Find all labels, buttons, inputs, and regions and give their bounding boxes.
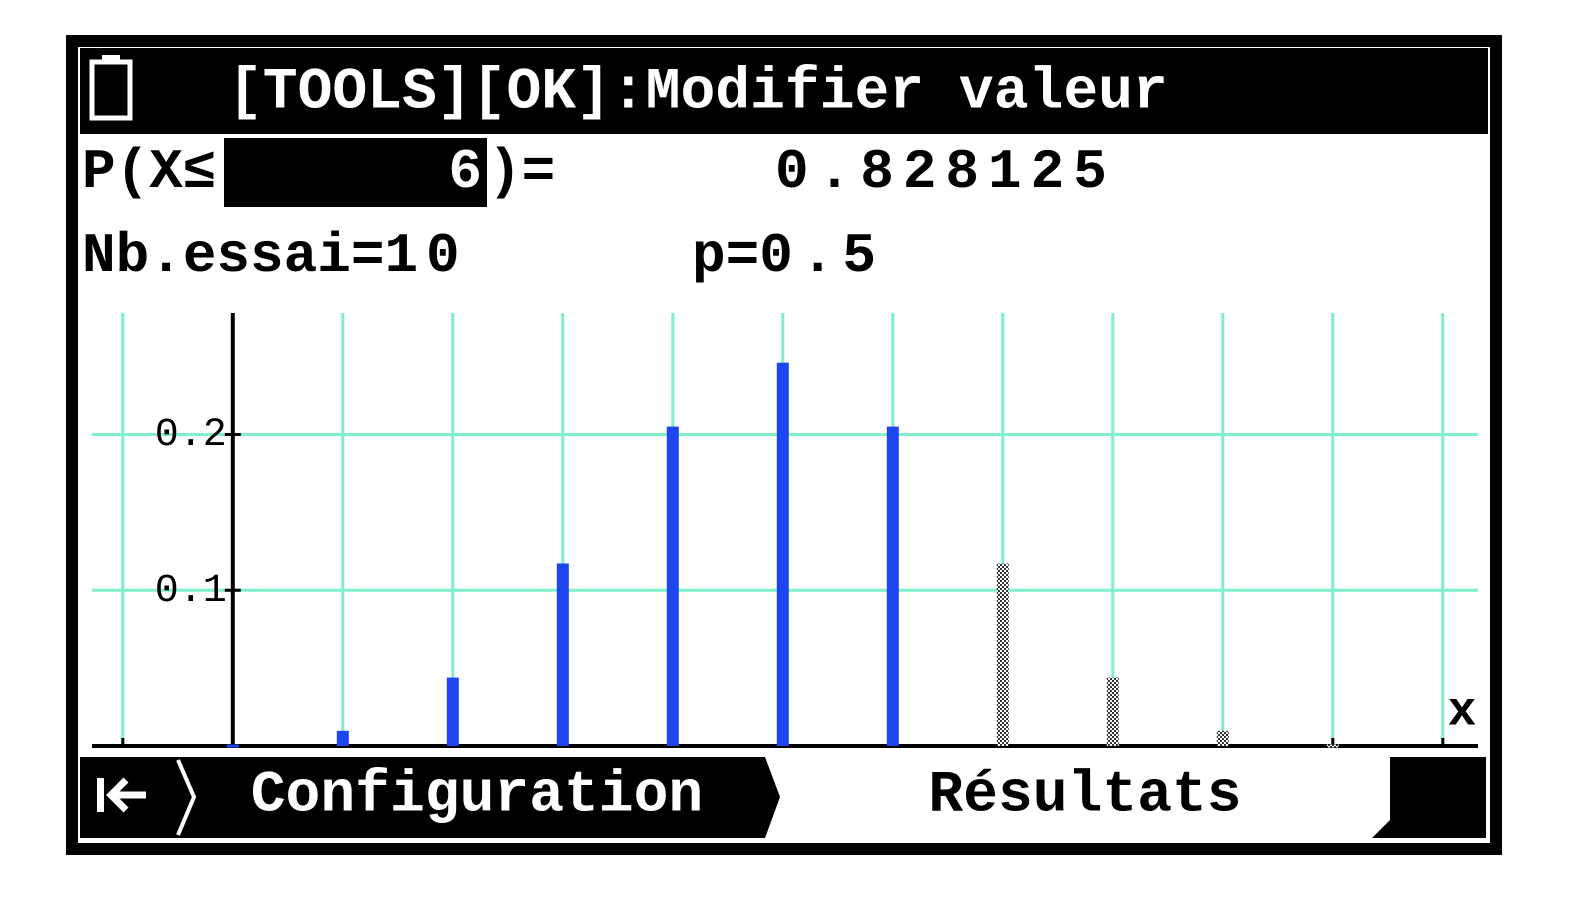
bar bbox=[1216, 730, 1229, 746]
header-title: [TOOLS][OK]:Modifier valeur bbox=[228, 60, 1168, 125]
tab-results[interactable]: Résultats bbox=[928, 763, 1241, 828]
header-bar bbox=[80, 48, 1488, 134]
bar bbox=[1326, 744, 1339, 748]
p-value: 0.5 bbox=[759, 224, 884, 288]
back-icon[interactable] bbox=[97, 777, 146, 813]
trials: 10 bbox=[384, 224, 467, 288]
battery-icon bbox=[89, 55, 133, 121]
y-tick-label: 0.1 bbox=[155, 569, 227, 614]
bar bbox=[666, 426, 679, 746]
query-result: 0.828125 bbox=[775, 140, 1116, 204]
y-tick-label: 0.2 bbox=[155, 413, 227, 458]
bar bbox=[226, 744, 239, 748]
bar bbox=[776, 362, 789, 746]
x-axis-label: x bbox=[1448, 686, 1477, 740]
bar bbox=[556, 563, 569, 746]
bar bbox=[1106, 677, 1119, 746]
chart: 0.1 0.2 x bbox=[92, 313, 1478, 748]
tab-bar: Configuration Résultats bbox=[80, 757, 1486, 838]
params-line: Nb.essai=10 bbox=[82, 224, 468, 288]
bar bbox=[336, 730, 349, 746]
p-label: p= bbox=[692, 224, 759, 288]
query-suffix: )= bbox=[488, 140, 555, 204]
bar bbox=[996, 563, 1009, 746]
tab-configuration[interactable]: Configuration bbox=[251, 763, 703, 828]
right-tab[interactable] bbox=[1372, 757, 1486, 838]
trials-label: Nb.essai= bbox=[82, 224, 384, 288]
query-x[interactable]: 6 bbox=[448, 140, 482, 204]
separator bbox=[176, 759, 197, 836]
input-box[interactable] bbox=[224, 138, 487, 207]
query-label: P(X≤ bbox=[82, 140, 216, 204]
p-line: p=0.5 bbox=[692, 224, 884, 288]
bar bbox=[446, 677, 459, 746]
config-tab[interactable] bbox=[80, 757, 780, 838]
bar bbox=[886, 426, 899, 746]
